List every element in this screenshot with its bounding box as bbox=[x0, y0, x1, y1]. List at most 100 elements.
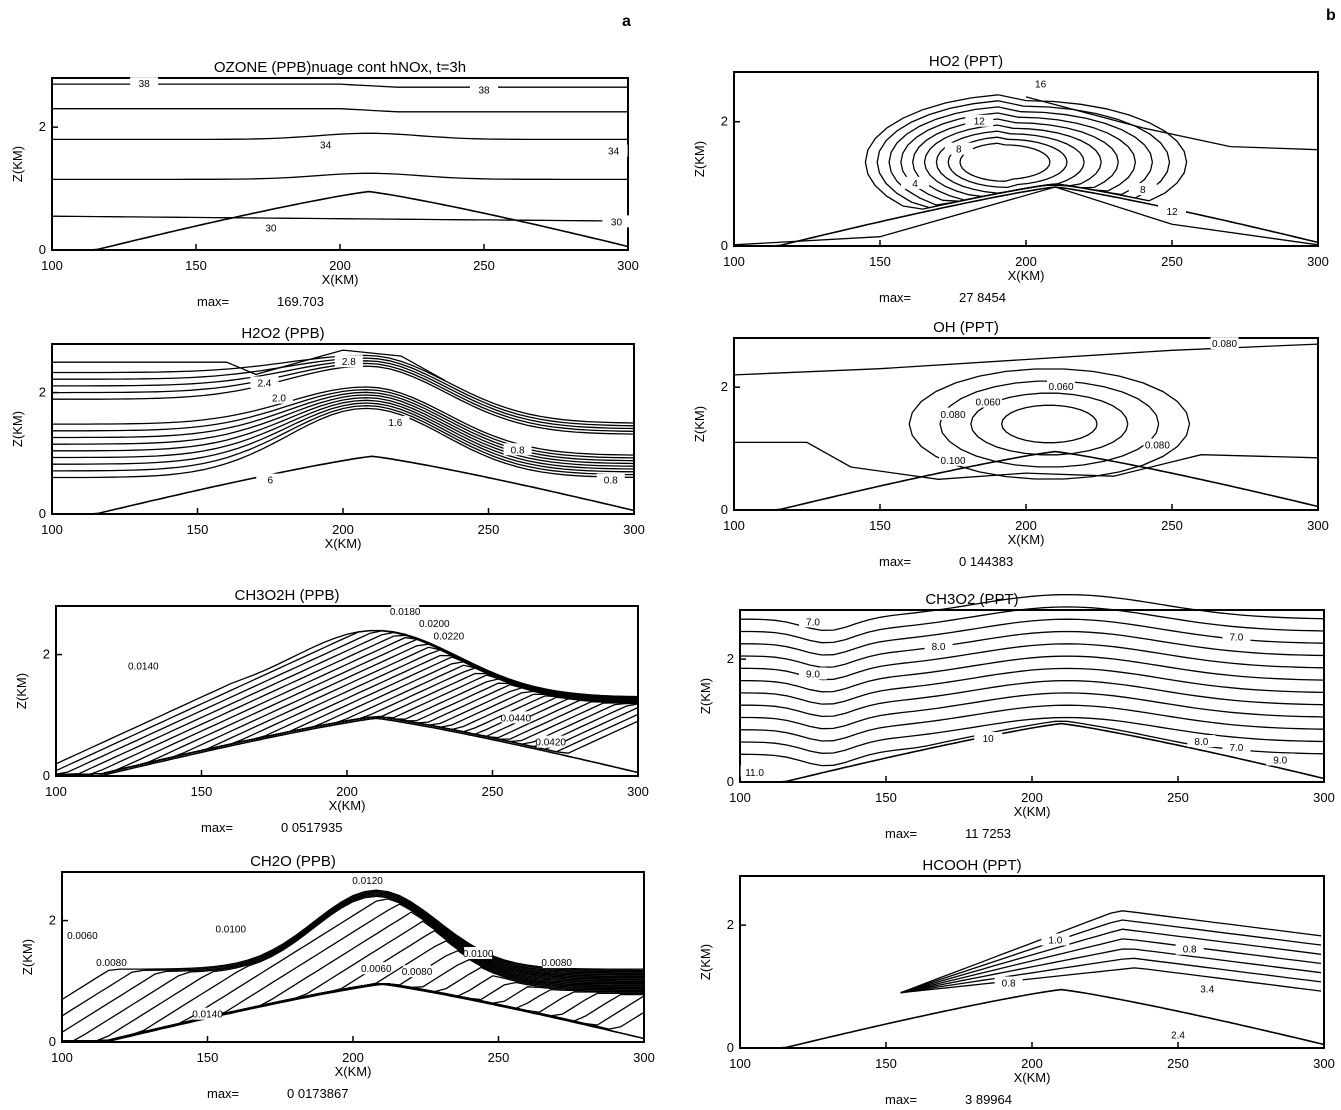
contour-line bbox=[959, 142, 1051, 182]
x-tick-label: 100 bbox=[45, 784, 67, 799]
contour-line bbox=[52, 365, 635, 435]
contour-label: 34 bbox=[608, 147, 620, 158]
contour-label: 34 bbox=[320, 141, 332, 152]
terrain-profile bbox=[52, 455, 635, 515]
contour-line bbox=[740, 692, 1325, 730]
contour-label-bg bbox=[740, 765, 769, 778]
max-value: 27 8454 bbox=[959, 290, 1006, 305]
contour-line bbox=[52, 407, 635, 479]
contour-panel-ch2o: CH2O (PPB) 0.0120 0.0100 0.0060 0.0080 0.0140… bbox=[20, 853, 655, 1101]
max-value: 11 7253 bbox=[965, 826, 1011, 841]
x-tick-label: 200 bbox=[342, 1050, 364, 1065]
contour-label-bg bbox=[250, 376, 279, 389]
x-tick-label: 300 bbox=[633, 1050, 655, 1065]
contour-label-bg bbox=[901, 176, 930, 189]
terrain-profile bbox=[56, 717, 639, 777]
contour-line bbox=[740, 593, 1325, 632]
terrain-profile bbox=[740, 722, 1325, 783]
y-tick-label: 2 bbox=[49, 913, 56, 928]
contour-panel-h2o2: H2O2 (PPB) 2.8 2.42.0 1.6 0.8 0.8 6 100 150 200 25… bbox=[10, 325, 645, 551]
contour-label-bg bbox=[1041, 933, 1070, 946]
max-label: max= bbox=[879, 290, 911, 305]
panel-title: CH3O2H (PPB) bbox=[234, 587, 339, 604]
panel-title: OH (PPT) bbox=[933, 319, 999, 336]
y-tick-label: 0 bbox=[39, 506, 46, 521]
x-tick-label: 300 bbox=[627, 784, 649, 799]
x-tick-label: 300 bbox=[1313, 790, 1335, 805]
x-tick-label: 100 bbox=[41, 258, 63, 273]
contour-label-bg bbox=[470, 83, 498, 96]
contour-line bbox=[52, 389, 635, 459]
y-tick-label: 2 bbox=[43, 647, 50, 662]
contour-line bbox=[740, 704, 1325, 742]
x-tick-label: 150 bbox=[875, 790, 897, 805]
contour-label-bg bbox=[1158, 204, 1186, 217]
contour-label-bg bbox=[362, 962, 391, 975]
contour-label-bg bbox=[974, 732, 1003, 744]
contour-label-bg bbox=[381, 415, 410, 428]
x-axis-label: X(KM) bbox=[1014, 1070, 1051, 1085]
contour-label-bg bbox=[420, 617, 449, 630]
contour-line bbox=[900, 928, 1322, 994]
contour-label-bg bbox=[944, 142, 973, 155]
contour-label: 7.0 bbox=[1229, 743, 1243, 754]
contour-label: 6 bbox=[267, 476, 273, 487]
contour-label: 0.0180 bbox=[390, 607, 421, 618]
contour-line bbox=[52, 108, 628, 113]
y-tick-label: 0 bbox=[39, 242, 46, 257]
contour-line bbox=[52, 349, 446, 381]
x-tick-label: 250 bbox=[1161, 518, 1183, 533]
contour-label: 0.0080 bbox=[96, 958, 127, 969]
y-axis-label: Z(KM) bbox=[692, 406, 707, 442]
contour-line bbox=[61, 983, 645, 1042]
x-tick-label: 250 bbox=[473, 258, 495, 273]
x-tick-label: 200 bbox=[1015, 254, 1037, 269]
contour-label: 0.0220 bbox=[434, 631, 465, 642]
contour-label-bg bbox=[994, 976, 1023, 989]
contour-label: 38 bbox=[478, 85, 490, 96]
contour-label-bg bbox=[602, 215, 631, 228]
y-tick-label: 0 bbox=[721, 502, 728, 517]
contour-line bbox=[900, 910, 1322, 994]
contour-label-bg bbox=[939, 453, 967, 466]
contour-label: 1.6 bbox=[388, 418, 402, 429]
max-value: 0 0517935 bbox=[281, 820, 342, 835]
contour-label-bg bbox=[536, 735, 565, 748]
contour-label: 4 bbox=[912, 179, 918, 190]
x-tick-label: 200 bbox=[336, 784, 358, 799]
x-axis-label: X(KM) bbox=[329, 798, 366, 813]
contour-label-bg bbox=[129, 659, 158, 672]
contour-line bbox=[900, 957, 1322, 994]
contour-line bbox=[55, 716, 639, 775]
contour-label-bg bbox=[939, 407, 967, 420]
plot-frame bbox=[733, 71, 1319, 247]
y-tick-label: 2 bbox=[727, 651, 734, 666]
contour-panel-oh: OH (PPT) 0.080 0.060 0.060 0.080 0.100 0.080 10… bbox=[692, 319, 1329, 569]
contour-line bbox=[939, 380, 1160, 468]
contour-panel-ch3o2: CH3O2 (PPT) 7.0 7.0 8.0 9.0 10 11.0 9.0 7.0 8.0 10… bbox=[698, 591, 1335, 841]
contour-label-bg bbox=[216, 922, 245, 935]
contour-line bbox=[61, 893, 644, 1042]
contour-label: 0.8 bbox=[1183, 945, 1197, 956]
contour-label-bg bbox=[97, 956, 126, 969]
contour-label-bg bbox=[974, 395, 1003, 408]
contour-label: 12 bbox=[1166, 207, 1178, 218]
contour-label-bg bbox=[68, 928, 97, 941]
contour-label: 0.0060 bbox=[361, 964, 392, 975]
contour-line bbox=[947, 136, 1068, 189]
contour-label: 0.0140 bbox=[128, 662, 159, 673]
contour-line bbox=[900, 948, 1322, 994]
x-tick-label: 200 bbox=[1021, 1056, 1043, 1071]
terrain-profile bbox=[52, 190, 629, 251]
contour-label-bg bbox=[1187, 735, 1216, 748]
contour-label: 0.080 bbox=[1212, 339, 1237, 350]
contour-line bbox=[61, 891, 644, 1033]
contour-label-bg bbox=[1047, 380, 1076, 393]
x-tick-label: 250 bbox=[482, 784, 504, 799]
contour-line bbox=[900, 967, 1322, 994]
contour-label-bg bbox=[193, 1007, 222, 1020]
y-tick-label: 0 bbox=[43, 768, 50, 783]
plot-frame bbox=[733, 337, 1319, 511]
contour-label-bg bbox=[503, 443, 532, 456]
